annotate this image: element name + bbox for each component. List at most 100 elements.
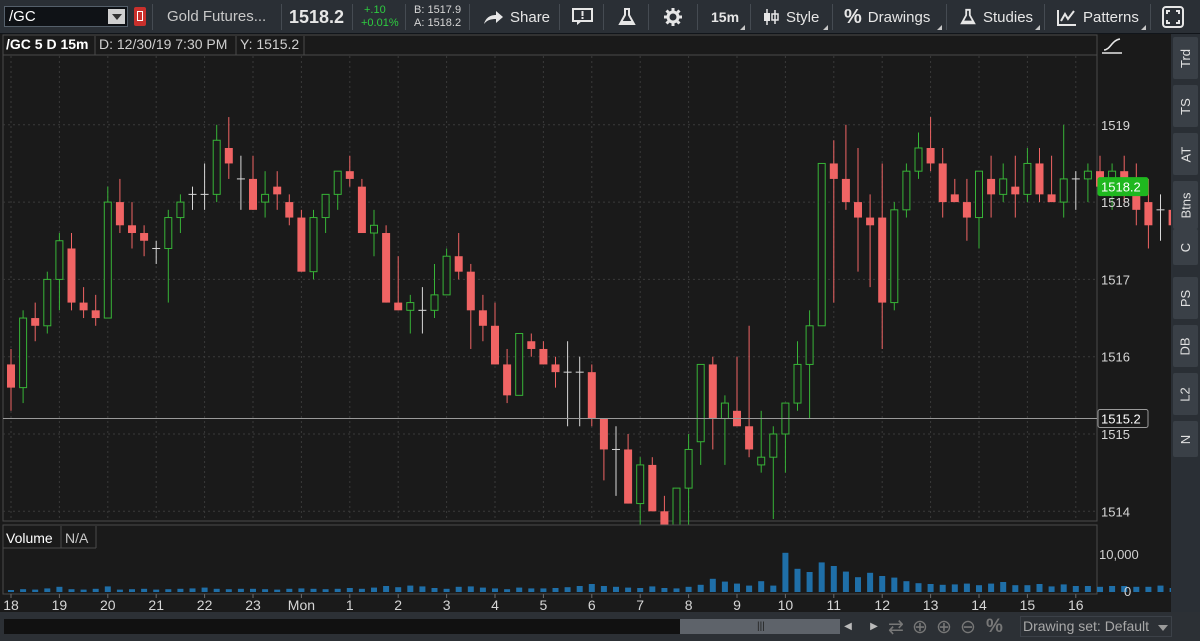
candle[interactable] (406, 294, 415, 334)
candle[interactable] (297, 209, 306, 272)
candle[interactable] (442, 248, 451, 296)
candle[interactable] (515, 333, 524, 396)
sidebar-tab-btns[interactable]: Btns (1173, 181, 1198, 229)
crosshair-icon[interactable]: ⊕ (912, 617, 928, 638)
candle[interactable] (370, 209, 378, 257)
candle[interactable] (333, 170, 342, 210)
candles[interactable] (7, 117, 1171, 543)
candle[interactable] (345, 155, 354, 187)
candle[interactable] (188, 186, 197, 210)
sidebar-tab-n[interactable]: N (1173, 421, 1198, 457)
candle[interactable] (708, 356, 717, 450)
axis-scale-icon[interactable] (1102, 38, 1122, 54)
sidebar-tab-l2[interactable]: L2 (1173, 373, 1198, 415)
symbol-selector[interactable]: /GC (4, 6, 128, 27)
candle[interactable] (745, 325, 754, 458)
candle[interactable] (684, 434, 693, 527)
candle[interactable] (176, 194, 185, 234)
candle[interactable] (31, 302, 40, 342)
candle[interactable] (503, 348, 512, 404)
candle[interactable] (478, 294, 487, 342)
candle[interactable] (321, 193, 330, 234)
sidebar-tab-ps[interactable]: PS (1173, 277, 1198, 319)
symbol-description[interactable]: Gold Futures... (167, 8, 267, 25)
drawing-set-selector[interactable]: Drawing set: Default (1020, 616, 1172, 637)
candle[interactable] (19, 310, 28, 404)
candle[interactable] (696, 363, 705, 465)
candle[interactable] (382, 225, 391, 303)
scroll-left-icon[interactable]: ◀ (841, 619, 855, 634)
sidebar-tab-ts[interactable]: TS (1173, 85, 1198, 127)
candle[interactable] (575, 356, 584, 427)
candle[interactable] (1071, 171, 1080, 210)
studies-button[interactable]: Studies (959, 0, 1033, 34)
candle[interactable] (1047, 155, 1056, 203)
candle[interactable] (636, 457, 645, 527)
candle[interactable] (1023, 147, 1032, 203)
candle[interactable] (200, 163, 209, 210)
candle[interactable] (938, 147, 947, 218)
candle[interactable] (902, 163, 911, 218)
candle[interactable] (612, 426, 620, 496)
candle[interactable] (164, 209, 173, 303)
candle[interactable] (1011, 155, 1020, 218)
candle[interactable] (285, 194, 294, 226)
candle[interactable] (357, 178, 366, 234)
candle[interactable] (539, 341, 548, 365)
candle[interactable] (491, 302, 499, 365)
style-button[interactable]: Style (762, 0, 819, 34)
candle[interactable] (878, 163, 887, 349)
percent-icon[interactable]: % (986, 616, 1003, 637)
sidebar-tab-c[interactable]: C (1173, 229, 1198, 265)
sidebar-tab-at[interactable]: AT (1173, 133, 1198, 175)
link-icon[interactable] (134, 7, 146, 26)
candle[interactable] (563, 341, 572, 427)
candle[interactable] (975, 170, 983, 249)
candle[interactable] (466, 263, 475, 349)
candle[interactable] (103, 186, 112, 319)
candle[interactable] (152, 240, 161, 264)
price-axis[interactable]: 1514 1515 1516 1517 1518 1519 1515.2 1518.2 (1097, 118, 1149, 520)
candle[interactable] (841, 124, 850, 210)
candle[interactable] (1059, 124, 1068, 218)
candle[interactable] (309, 209, 318, 280)
candle[interactable] (1156, 194, 1165, 241)
candle[interactable] (757, 410, 766, 473)
candle[interactable] (1083, 163, 1092, 203)
candle[interactable] (224, 117, 233, 179)
candle[interactable] (140, 225, 149, 257)
candle[interactable] (587, 364, 596, 427)
candle[interactable] (91, 294, 100, 326)
patterns-button[interactable]: Patterns (1057, 0, 1139, 34)
time-axis[interactable]: 18 19 20 21 22 23 Mon 1 2 3 4 5 6 7 8 9 10 11 12 13 14 15 16 (3, 594, 1084, 612)
sidebar-tab-trd[interactable]: Trd (1173, 37, 1198, 79)
candle[interactable] (273, 171, 282, 210)
scroll-right-icon[interactable]: ▶ (867, 619, 881, 634)
candle[interactable] (1168, 202, 1171, 233)
candle[interactable] (829, 140, 838, 303)
candle[interactable] (551, 356, 560, 388)
share-button[interactable]: Share (482, 0, 550, 34)
candle[interactable] (249, 155, 257, 210)
candle[interactable] (926, 117, 935, 172)
scrollbar-track[interactable] (4, 619, 840, 634)
candle[interactable] (79, 287, 88, 319)
candle[interactable] (817, 162, 826, 327)
candle[interactable] (128, 202, 136, 249)
candle[interactable] (805, 310, 814, 419)
pan-icon[interactable]: ⇄ (888, 617, 904, 638)
zoom-in-icon[interactable]: ⊕ (936, 617, 952, 638)
settings-button[interactable] (663, 0, 683, 34)
candle[interactable] (115, 178, 124, 234)
candle[interactable] (950, 178, 959, 203)
candle[interactable] (962, 178, 971, 241)
candle[interactable] (914, 132, 923, 179)
candle[interactable] (999, 163, 1008, 203)
scrollbar-thumb[interactable]: ||| (680, 619, 840, 634)
sidebar-tab-db[interactable]: DB (1173, 325, 1198, 367)
candle[interactable] (236, 155, 245, 210)
candle[interactable] (7, 348, 15, 411)
candle[interactable] (866, 194, 875, 288)
candle[interactable] (527, 333, 536, 357)
